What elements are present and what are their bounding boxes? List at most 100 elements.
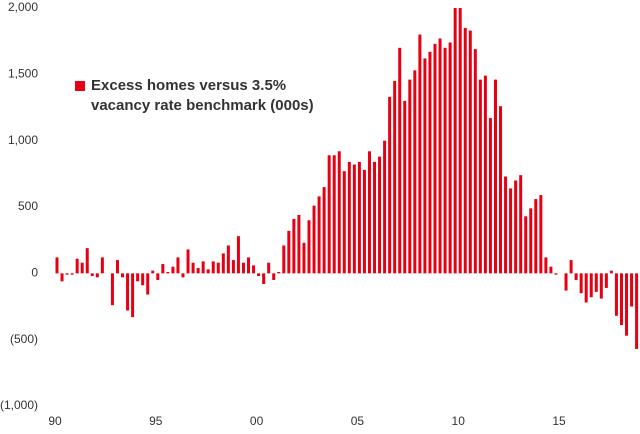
bar	[75, 258, 79, 274]
bar	[166, 272, 170, 274]
bar	[282, 245, 286, 274]
bar	[443, 47, 447, 274]
bar	[504, 176, 508, 274]
bar	[574, 273, 578, 280]
bar	[539, 195, 543, 274]
bar	[473, 49, 477, 274]
bar	[383, 140, 387, 274]
bar	[342, 171, 346, 274]
bar	[277, 272, 281, 274]
bar	[614, 273, 618, 316]
bar	[126, 273, 130, 311]
bar	[448, 42, 452, 274]
bar	[428, 51, 432, 274]
bar	[493, 79, 497, 274]
bar	[262, 273, 266, 284]
bar	[70, 273, 74, 275]
bar	[302, 242, 306, 274]
bar	[196, 268, 200, 274]
bar	[121, 273, 125, 278]
bar	[619, 273, 623, 326]
bar	[267, 262, 271, 274]
bar	[509, 188, 513, 274]
bar	[499, 106, 503, 274]
bar	[478, 79, 482, 274]
x-tick-label: 15	[552, 414, 566, 428]
bar	[100, 257, 104, 274]
bar	[171, 266, 175, 274]
bar	[65, 273, 69, 275]
bar	[257, 273, 261, 276]
bar	[635, 273, 639, 349]
x-tick-label: 05	[351, 414, 365, 428]
legend: Excess homes versus 3.5% vacancy rate be…	[75, 76, 343, 116]
bar	[201, 261, 205, 274]
bar	[413, 70, 417, 274]
bar	[136, 273, 140, 282]
bar	[352, 164, 356, 274]
bar	[524, 216, 528, 274]
bar	[373, 161, 377, 274]
y-tick-label: 1,500	[8, 67, 38, 81]
bar	[398, 47, 402, 274]
bar	[247, 257, 251, 274]
bar	[347, 161, 351, 274]
bar	[388, 96, 392, 274]
bar	[231, 260, 235, 274]
y-tick-label: 500	[18, 199, 38, 213]
bar	[337, 151, 341, 274]
bar	[312, 205, 316, 274]
bar	[579, 273, 583, 294]
bar	[216, 262, 220, 274]
bar	[221, 253, 225, 274]
bar	[161, 264, 165, 274]
bar	[433, 43, 437, 274]
y-tick-label: 0	[31, 266, 38, 280]
bar	[85, 248, 89, 274]
bar	[463, 27, 467, 274]
bar	[191, 262, 195, 274]
bar	[186, 249, 190, 274]
bar	[55, 257, 59, 274]
bar	[60, 273, 64, 282]
bar	[589, 273, 593, 298]
legend-swatch	[75, 81, 85, 91]
bar	[609, 270, 613, 274]
bar	[418, 34, 422, 274]
bar	[95, 273, 99, 278]
y-tick-label: (1,000)	[0, 398, 38, 412]
bar	[115, 260, 119, 274]
bar	[367, 151, 371, 274]
bar	[252, 265, 256, 274]
bar	[599, 273, 603, 299]
bar	[438, 38, 442, 274]
bar	[226, 245, 230, 274]
bar	[625, 273, 629, 336]
bar	[236, 236, 240, 274]
bar	[544, 257, 548, 274]
bar	[393, 80, 397, 274]
bar	[468, 30, 472, 274]
bar	[483, 75, 487, 274]
bar	[151, 270, 155, 274]
bar	[80, 262, 84, 274]
bar	[408, 79, 412, 274]
bar	[110, 273, 114, 306]
x-tick-label: 95	[149, 414, 163, 428]
y-tick-label: 2,000	[8, 0, 38, 14]
bar	[206, 269, 210, 274]
bar	[519, 175, 523, 274]
bar	[554, 273, 558, 275]
bar	[378, 156, 382, 274]
bar	[241, 262, 245, 274]
bar	[403, 100, 407, 274]
x-tick-label: 10	[452, 414, 466, 428]
x-tick-label: 90	[48, 414, 62, 428]
bar	[488, 118, 492, 274]
bar	[458, 8, 462, 274]
bar	[211, 261, 215, 274]
bar	[604, 273, 608, 288]
bar	[569, 260, 573, 274]
